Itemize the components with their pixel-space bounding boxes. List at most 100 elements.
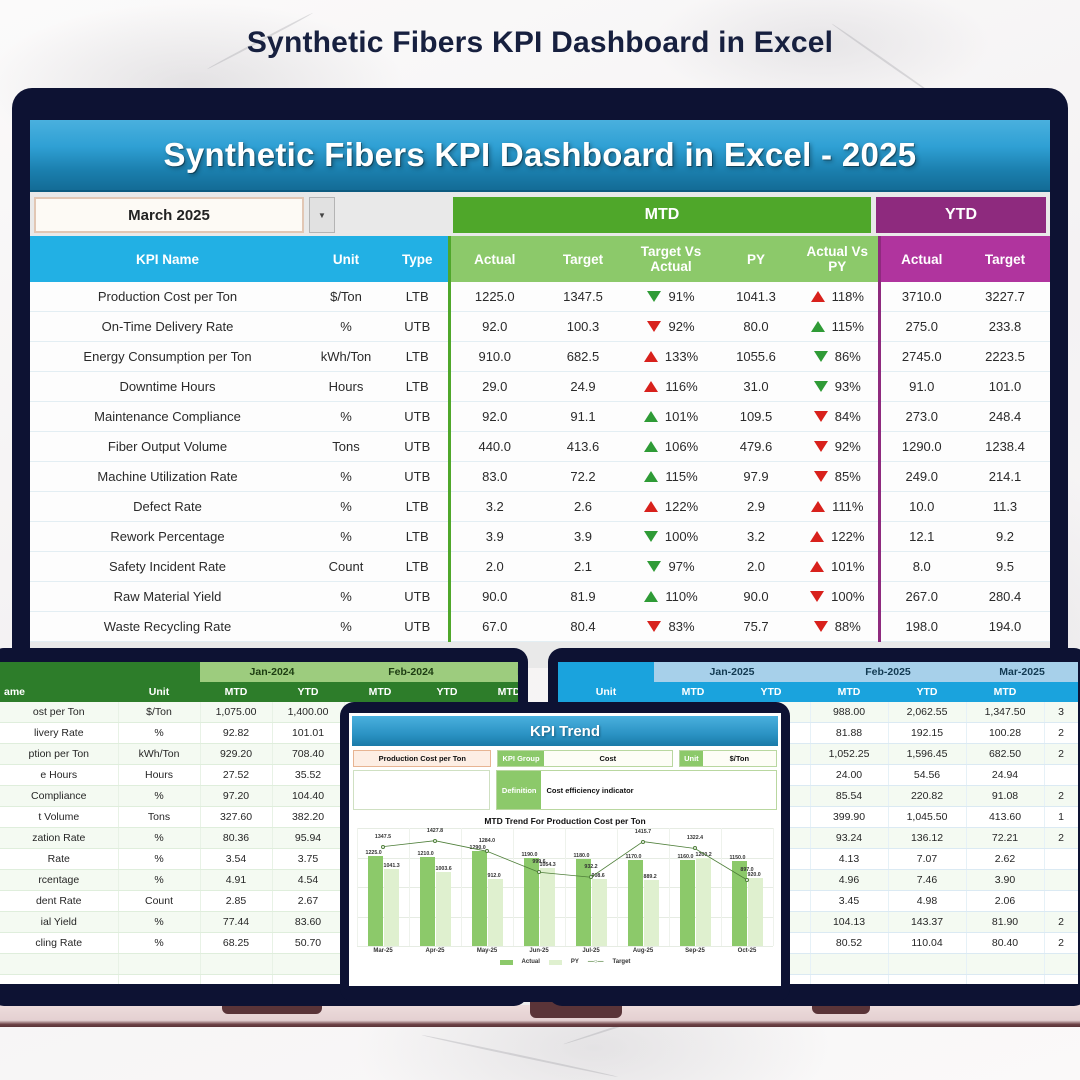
table-row[interactable]: Machine Utilization Rate% UTB 83.0 72.2 115%… — [30, 461, 1050, 493]
monthly-2024-col-unit[interactable]: Unit — [118, 682, 200, 702]
cell-type: LTB — [387, 551, 449, 583]
monthly-2025-col-mar-ytd-cut[interactable] — [1044, 682, 1078, 702]
cell-feb-mtd: 85.54 — [810, 785, 889, 807]
col-kpi-name[interactable]: KPI Name — [30, 236, 305, 283]
col-type[interactable]: Type — [387, 236, 449, 283]
monthly-2024-col-jan-ytd[interactable]: YTD — [272, 682, 345, 702]
kpi-unit-field[interactable]: Unit $/Ton — [679, 750, 778, 767]
cell-jan-ytd: 101.01 — [272, 722, 345, 744]
table-row[interactable]: On-Time Delivery Rate% UTB 92.0 100.3 92% 80.… — [30, 311, 1050, 343]
col-mtd-actual[interactable]: Actual — [447, 236, 539, 283]
table-row[interactable]: Safety Incident Rate Count LTB 2.0 2.1 97% 2.0… — [30, 551, 1050, 583]
col-ytd-actual[interactable]: Actual — [877, 236, 963, 283]
cell-ytd-cut — [1047, 491, 1050, 523]
table-row[interactable]: Production Cost per Ton $/Ton LTB 1225.0 134… — [30, 282, 1050, 313]
col-mtd-target[interactable]: Target — [539, 236, 627, 283]
cell-unit: $/Ton — [118, 702, 201, 723]
cell-unit: % — [118, 827, 201, 849]
monthly-2025-col-feb-ytd[interactable]: YTD — [888, 682, 967, 702]
table-row[interactable]: Waste Recycling Rate% UTB 67.0 80.4 83% 75.7 8… — [30, 611, 1050, 643]
monthly-2025-col-jan-mtd[interactable]: MTD — [654, 682, 732, 702]
dashboard-banner: Synthetic Fibers KPI Dashboard in Excel … — [30, 120, 1050, 192]
cell-mtd-actual: 29.0 — [447, 371, 539, 403]
month-selector[interactable]: March 2025 — [34, 197, 304, 233]
cell-type: LTB — [387, 371, 449, 403]
bar-label-actual: 1190.0 — [521, 852, 538, 859]
table-row[interactable]: Downtime Hours Hours LTB 29.0 24.9 116% 31.0 93… — [30, 371, 1050, 403]
cell-kpi-name: Defect Rate — [30, 491, 305, 523]
dropdown-caret-icon[interactable]: ▼ — [309, 197, 335, 233]
cell-type: LTB — [387, 491, 449, 523]
table-row[interactable]: Maintenance Compliance% UTB 92.0 91.1 101% 10… — [30, 401, 1050, 433]
kpi-trend-screen: KPI Trend Production Cost per Ton KPI Gr… — [349, 713, 781, 986]
monthly-2025-col-mar-mtd[interactable]: MTD — [966, 682, 1045, 702]
cell-kpi-name: Raw Material Yield — [30, 581, 305, 613]
chart-legend: Actual PY —○— Target — [349, 959, 781, 965]
monthly-2024-col-feb-ytd[interactable]: YTD — [416, 682, 479, 702]
bar-label-py: 908.6 — [591, 873, 605, 879]
cell-empty — [118, 953, 201, 975]
monthly-2025-col-feb-mtd[interactable]: MTD — [810, 682, 889, 702]
col-unit[interactable]: Unit — [305, 236, 387, 283]
kpi-name-field[interactable]: Production Cost per Ton — [353, 750, 492, 767]
cell-mtd-target: 413.6 — [539, 431, 627, 463]
monthly-2024-col-name[interactable]: ame — [0, 682, 118, 702]
table-row[interactable]: Rework Percentage% LTB 3.9 3.9 100% 3.2 122% 12… — [30, 521, 1050, 553]
cell-ytd-actual: 198.0 — [877, 611, 963, 643]
cell-jan-mtd: 92.82 — [200, 722, 273, 744]
col-ytd-actual-vs-target-cut[interactable]: A — [1047, 236, 1050, 283]
arrow-down-icon — [813, 381, 828, 393]
kpi-group-field[interactable]: KPI Group Cost — [497, 750, 674, 767]
cell-ytd-cut — [1047, 341, 1050, 373]
cell-mtd-target-vs-actual: 101% — [627, 401, 715, 433]
cell-mtd-py: 109.5 — [715, 401, 797, 433]
col-mtd-target-vs-actual[interactable]: Target Vs Actual — [627, 236, 715, 283]
axis-tick-label: Aug-25 — [632, 948, 654, 954]
cell-name: rcentage — [0, 869, 119, 891]
cell-mtd-py: 31.0 — [715, 371, 797, 403]
cell-mtd-target-vs-actual: 106% — [627, 431, 715, 463]
trend-chart: 1225.0 1041.3 1347.5 1210.0 1003.6 1427.8 1290… — [357, 827, 774, 947]
kpi-definition-label: Definition — [496, 771, 542, 809]
cell-mtd-actual-vs-py: 115% — [797, 311, 879, 343]
cell-ytd-target: 233.8 — [963, 311, 1047, 343]
arrow-up-icon — [644, 591, 659, 603]
cell-unit: % — [118, 722, 201, 744]
monthly-2024-col-jan-mtd[interactable]: MTD — [200, 682, 272, 702]
arrow-up-icon — [810, 531, 825, 543]
arrow-up-icon — [810, 321, 825, 333]
kpi-notes-box[interactable] — [353, 770, 490, 810]
cell-ytd-actual: 273.0 — [877, 401, 963, 433]
col-mtd-py[interactable]: PY — [715, 236, 797, 283]
table-row[interactable]: Defect Rate% LTB 3.2 2.6 122% 2.9 111% 10.0 11.3 — [30, 491, 1050, 523]
table-row[interactable]: Fiber Output Volume Tons UTB 440.0 413.6 106%… — [30, 431, 1050, 463]
cell-mtd-actual-vs-py: 100% — [797, 581, 879, 613]
monthly-2024-col-feb-mtd[interactable]: MTD — [344, 682, 417, 702]
cell-mar-ytd: 2 — [1044, 785, 1078, 807]
table-row[interactable]: Raw Material Yield% UTB 90.0 81.9 110% 90.0 10… — [30, 581, 1050, 613]
cell-feb-mtd: 1,052.25 — [810, 743, 889, 765]
col-mtd-actual-vs-py[interactable]: Actual Vs PY — [797, 236, 879, 283]
monthly-2025-group-feb: Feb-2025 — [810, 662, 967, 682]
table-row[interactable]: Energy Consumption per Ton kWh/Ton LTB 910.… — [30, 341, 1050, 373]
cell-feb-mtd: 104.13 — [810, 911, 889, 933]
point-label-target: 1284.0 — [478, 838, 496, 845]
cell-feb-mtd: 399.90 — [810, 806, 889, 828]
col-ytd-target[interactable]: Target — [963, 236, 1047, 283]
bar-label-actual: 1180.0 — [573, 852, 590, 859]
cell-mtd-py: 1055.6 — [715, 341, 797, 373]
chart-bar-group: 1160.0 1200.2 1322.4 — [669, 828, 721, 946]
monthly-2024-col-mar-mtd[interactable]: MTD — [478, 682, 518, 702]
cell-feb-mtd: 24.00 — [810, 764, 889, 786]
monthly-2025-col-unit[interactable]: Unit — [558, 682, 654, 702]
chart-title: MTD Trend For Production Cost per Ton — [484, 816, 646, 826]
cell-unit: kWh/Ton — [118, 743, 201, 765]
kpi-trend-filter-row: Production Cost per Ton KPI Group Cost U… — [349, 746, 781, 767]
cell-name: ption per Ton — [0, 743, 119, 765]
bar-label-py: 1200.2 — [695, 851, 712, 858]
cell-jan-ytd: 382.20 — [272, 806, 345, 828]
cell-mtd-target: 24.9 — [539, 371, 627, 403]
axis-tick-label: Jul-25 — [582, 948, 600, 954]
monthly-2025-col-jan-ytd[interactable]: YTD — [732, 682, 811, 702]
point-label-target: 1427.8 — [426, 827, 444, 834]
